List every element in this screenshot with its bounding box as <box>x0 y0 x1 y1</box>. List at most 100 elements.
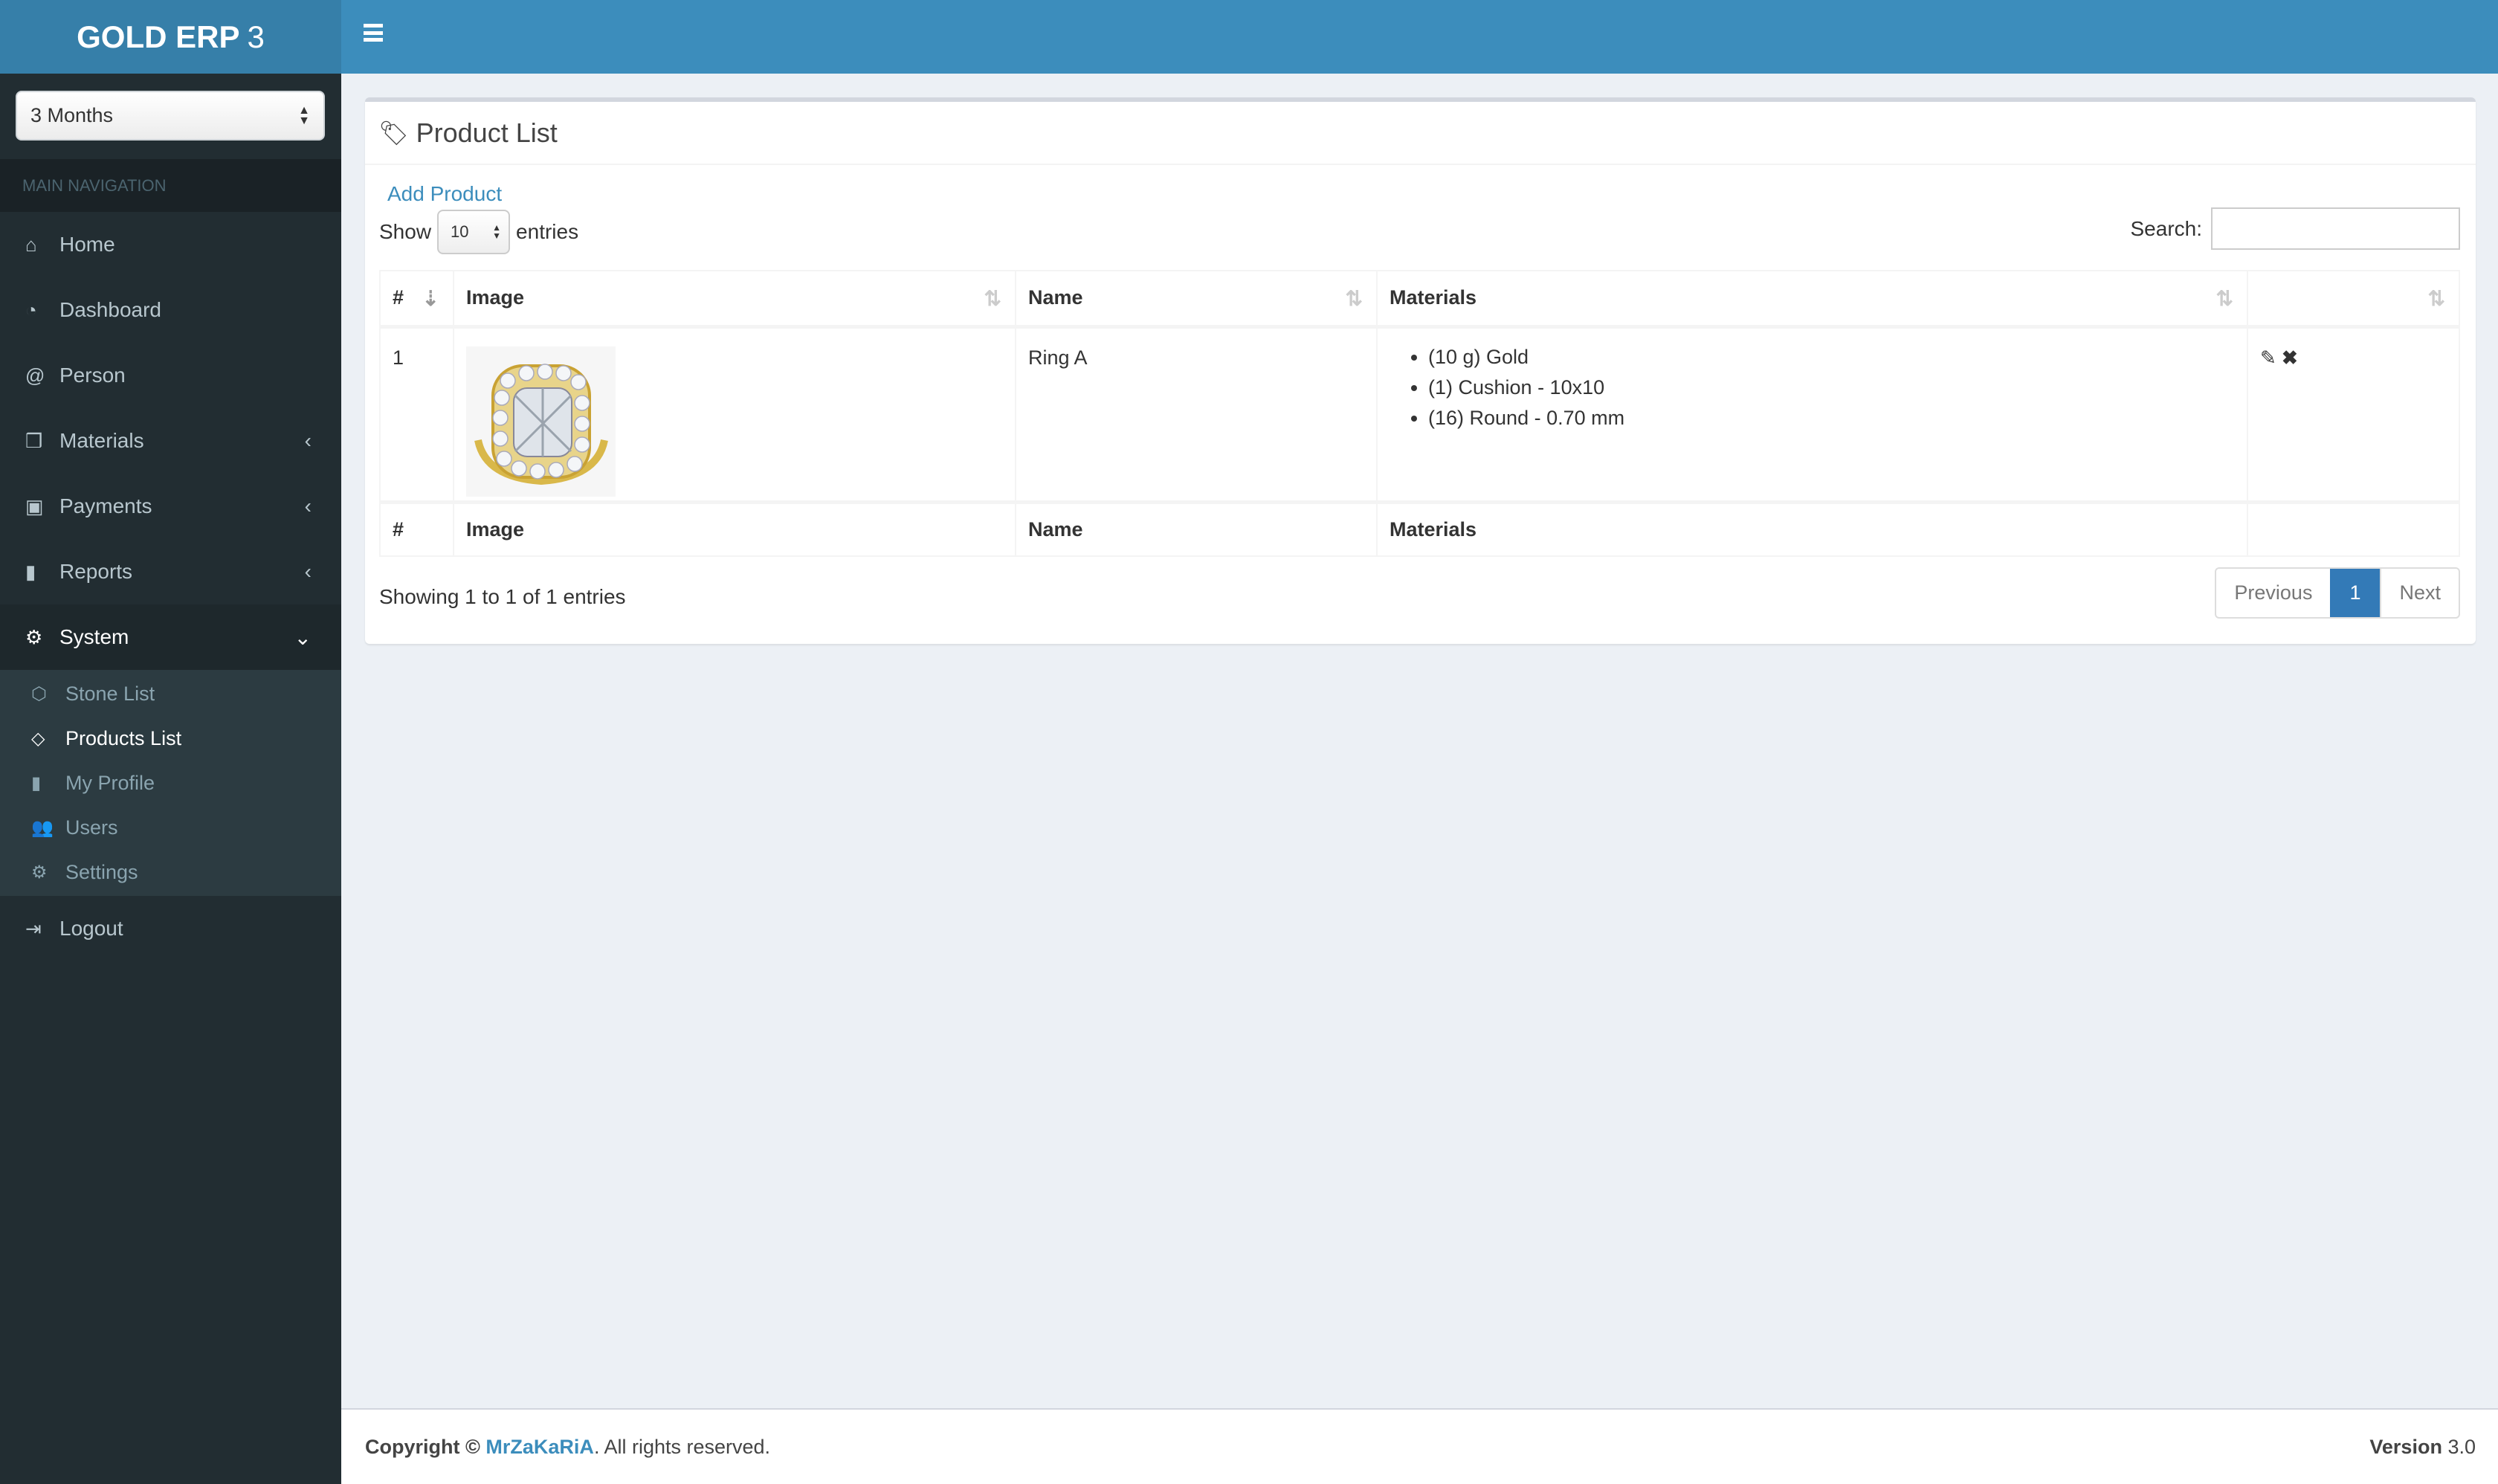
column-header-actions[interactable]: ⇅ <box>2247 270 2460 329</box>
page-length-select[interactable]: 10 ▲ ▼ <box>437 210 511 254</box>
gears-icon: ⚙ <box>31 862 48 883</box>
version-label: Version <box>2369 1435 2442 1458</box>
page-title: Product List <box>416 117 558 148</box>
home-icon: ⌂ <box>25 233 37 256</box>
version-value: 3.0 <box>2447 1435 2476 1458</box>
submenu-item-label: Users <box>65 816 118 839</box>
box-header: 🏷 Product List <box>365 102 2476 165</box>
previous-button[interactable]: Previous <box>2234 581 2313 604</box>
sidebar-item-logout[interactable]: ⇥ Logout <box>0 896 341 961</box>
money-icon: ▣ <box>25 494 44 517</box>
sidebar: 3 Months ▲ ▼ MAIN NAVIGATION ⌂ Home ◔ Dashbo… <box>0 74 341 1484</box>
footer-header-image: Image <box>453 500 1016 557</box>
submenu-item-label: Settings <box>65 860 138 883</box>
header-label: Materials <box>1390 286 1477 309</box>
period-select-value: 3 Months <box>30 104 114 126</box>
material-item: (10 g) Gold <box>1428 342 2235 372</box>
cell-number: 1 <box>379 326 454 503</box>
pagination: Previous 1 Next <box>2215 567 2460 619</box>
cell-materials: (10 g) Gold (1) Cushion - 10x10 (16) Rou… <box>1376 326 2248 503</box>
app-logo[interactable]: GOLD ERP 3 <box>0 0 341 74</box>
search-label: Search: <box>2130 216 2203 240</box>
bookmark-icon: ▮ <box>25 560 36 583</box>
footer-header-materials: Materials <box>1376 500 2248 557</box>
footer-header-name: Name <box>1015 500 1378 557</box>
sort-icon: ⇅ <box>1345 287 1363 310</box>
logo-version: 3 <box>247 19 265 54</box>
sidebar-item-reports[interactable]: ▮ Reports ‹ <box>0 539 341 604</box>
cube-icon: ⬡ <box>31 683 47 704</box>
submenu-item-stone-list[interactable]: ⬡ Stone List <box>0 671 341 716</box>
product-image <box>466 346 616 497</box>
footer-header-number: # <box>379 500 454 557</box>
sidebar-item-label: Payments <box>59 494 152 517</box>
products-table: #⇣ Image⇅ Name⇅ Materials⇅ ⇅ 1 Ring A (1… <box>379 270 2460 557</box>
sidebar-item-dashboard[interactable]: ◔ Dashboard <box>0 277 341 343</box>
sidebar-item-label: System <box>59 625 129 648</box>
footer: Copyright © MrZaKaRiA. All rights reserv… <box>341 1408 2498 1484</box>
delete-icon[interactable]: ✖ <box>2282 346 2298 369</box>
submenu-item-label: Products List <box>65 726 182 749</box>
logo-bold: GOLD ERP <box>77 19 240 54</box>
sidebar-item-label: Logout <box>59 917 123 940</box>
sort-icon: ⇅ <box>2215 287 2233 310</box>
period-select[interactable]: 3 Months ▲ ▼ <box>16 91 325 141</box>
submenu-item-users[interactable]: 👥 Users <box>0 805 341 850</box>
sidebar-toggle-icon[interactable] <box>364 24 383 42</box>
sidebar-item-payments[interactable]: ▣ Payments ‹ <box>0 474 341 539</box>
gear-icon: ⚙ <box>25 625 43 648</box>
header-label: Image <box>466 286 525 309</box>
sidebar-item-label: Dashboard <box>59 298 161 321</box>
submenu-item-my-profile[interactable]: ▮ My Profile <box>0 761 341 805</box>
column-header-number[interactable]: # ⇣ <box>379 270 454 329</box>
bookmark-icon: ▮ <box>31 772 42 793</box>
next-button[interactable]: Next <box>2380 569 2459 617</box>
submenu-item-label: Stone List <box>65 682 155 705</box>
chevron-left-icon: ‹ <box>304 560 312 583</box>
rights-text: . All rights reserved. <box>593 1435 771 1458</box>
submenu-item-label: My Profile <box>65 771 155 794</box>
select-arrows-icon: ▲ ▼ <box>298 103 310 127</box>
cell-name: Ring A <box>1015 326 1378 503</box>
sidebar-item-person[interactable]: @ Person <box>0 343 341 408</box>
page-1-button[interactable]: 1 <box>2330 569 2381 617</box>
header-label: Name <box>1028 286 1083 309</box>
sidebar-item-materials[interactable]: ❒ Materials ‹ <box>0 408 341 474</box>
material-item: (16) Round - 0.70 mm <box>1428 403 2235 433</box>
edit-icon[interactable]: ✎ <box>2260 346 2276 369</box>
at-icon: @ <box>25 364 45 387</box>
sort-icon: ⇅ <box>2427 287 2445 310</box>
sort-asc-icon: ⇣ <box>422 287 439 310</box>
sidebar-item-label: Home <box>59 233 115 256</box>
select-arrows-icon: ▲ ▼ <box>492 222 502 241</box>
submenu-item-products-list[interactable]: ◇ Products List <box>0 716 341 761</box>
sidebar-item-system[interactable]: ⚙ System ⌄ <box>0 604 341 670</box>
top-navbar <box>341 0 2498 74</box>
submenu-item-settings[interactable]: ⚙ Settings <box>0 850 341 894</box>
table-info: Showing 1 to 1 of 1 entries <box>379 585 626 608</box>
column-header-materials[interactable]: Materials ⇅ <box>1376 270 2248 329</box>
diamond-icon: ◇ <box>31 728 45 749</box>
sidebar-item-label: Reports <box>59 560 133 583</box>
search-input[interactable] <box>2211 207 2460 250</box>
sidebar-item-label: Materials <box>59 429 144 452</box>
copyright-label: Copyright © <box>365 1435 480 1458</box>
search-control: Search: <box>2130 207 2460 250</box>
chevron-left-icon: ‹ <box>304 429 312 452</box>
product-list-box: 🏷 Product List Add Product Show 10 ▲ ▼ entr… <box>365 97 2476 644</box>
show-label: Show <box>379 220 432 243</box>
entries-label: entries <box>516 220 579 243</box>
cell-image <box>453 326 1016 503</box>
column-header-name[interactable]: Name ⇅ <box>1015 270 1378 329</box>
footer-header-actions <box>2247 500 2460 557</box>
sort-icon: ⇅ <box>984 287 1001 310</box>
dashboard-icon: ◔ <box>25 298 37 321</box>
sidebar-item-home[interactable]: ⌂ Home <box>0 212 341 277</box>
sign-out-icon: ⇥ <box>25 917 42 940</box>
column-header-image[interactable]: Image ⇅ <box>453 270 1016 329</box>
add-product-link[interactable]: Add Product <box>387 182 503 205</box>
material-item: (1) Cushion - 10x10 <box>1428 372 2235 403</box>
page-length-value: 10 <box>451 222 469 241</box>
author-link[interactable]: MrZaKaRiA <box>485 1435 594 1458</box>
cubes-icon: ❒ <box>25 429 43 452</box>
